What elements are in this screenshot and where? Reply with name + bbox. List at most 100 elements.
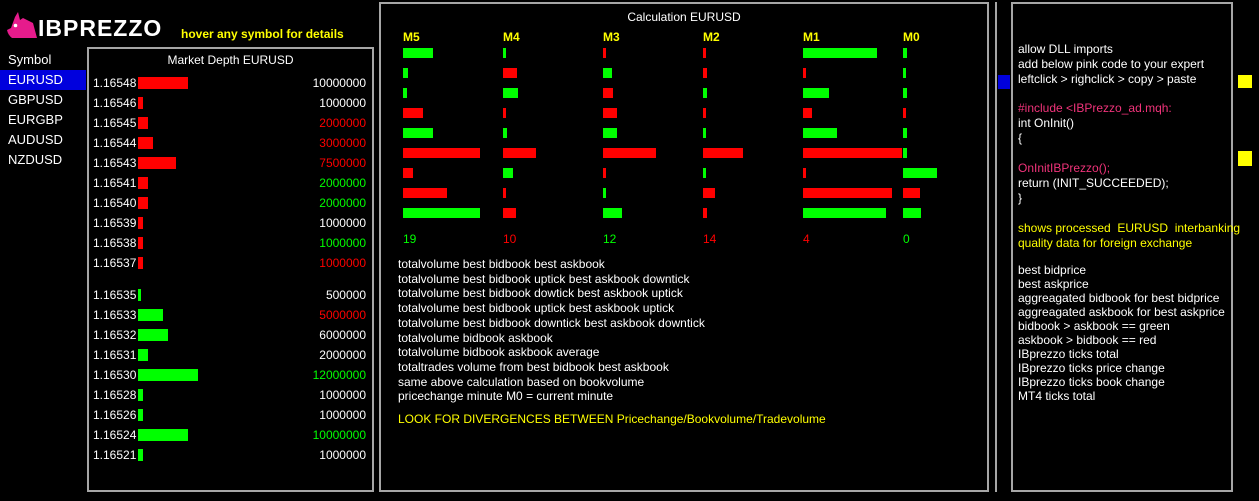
depth-volume-value: 10000000 [312,428,366,442]
legend-line: best bidprice [1018,263,1087,277]
calc-bar [503,48,506,58]
depth-volume-bar [138,117,148,129]
depth-volume-bar [138,309,163,321]
note-line: shows processed EURUSD interbanking [1018,221,1241,235]
depth-price: 1.16526 [93,408,137,422]
depth-volume-bar [138,257,143,269]
note-block: shows processed EURUSD interbanking quali… [1018,221,1241,251]
calc-row-label: totaltrades volume from best bidbook bes… [398,359,669,374]
depth-price: 1.16539 [93,216,137,230]
depth-volume-bar [138,137,153,149]
depth-row: 1.16541 2000000 [89,173,372,193]
calc-column-label: M5 [403,30,420,44]
note-line: quality data for foreign exchange [1018,236,1193,250]
calc-column-total: 19 [403,232,417,246]
calc-bar [803,188,892,198]
calc-bar [703,148,743,158]
depth-row: 1.16535 500000 [89,285,372,305]
depth-volume-value: 1000000 [319,448,366,462]
calc-bar [703,48,706,58]
sidebar-item-eurgbp[interactable]: EURGBP [8,112,63,127]
depth-price: 1.16541 [93,176,137,190]
depth-price: 1.16545 [93,116,137,130]
calc-bar [403,68,408,78]
calc-bar [603,88,613,98]
code-line[interactable]: #include <IBPrezzo_ad.mqh: [1018,101,1172,115]
calc-column-total: 0 [903,232,910,246]
depth-row: 1.16532 6000000 [89,325,372,345]
depth-volume-value: 1000000 [319,256,366,270]
blue-marker-square[interactable] [998,75,1010,89]
instruction-line: allow DLL imports [1018,42,1113,56]
depth-volume-value: 2000000 [319,116,366,130]
calc-bar [703,208,707,218]
calc-bar [403,188,447,198]
legend-line: IBprezzo ticks price change [1018,361,1165,375]
sidebar-item-eurusd[interactable]: EURUSD [0,70,86,90]
depth-price: 1.16548 [93,76,137,90]
calc-bar [803,128,837,138]
depth-price: 1.16544 [93,136,137,150]
divergence-note: LOOK FOR DIVERGENCES BETWEEN Pricechange… [398,412,826,426]
legend-block: best bidprice best askprice aggreagated bi… [1018,263,1229,403]
calc-bar [403,128,433,138]
sidebar-item-gbpusd[interactable]: GBPUSD [8,92,63,107]
calc-bar [503,188,506,198]
depth-price: 1.16538 [93,236,137,250]
code-line[interactable]: OnInitIBPrezzo(); [1018,161,1111,175]
depth-volume-value: 6000000 [319,328,366,342]
calc-row-label: totalvolume best bidbook dowtick best as… [398,286,683,301]
calc-bar [903,128,907,138]
calc-bar [803,148,902,158]
calc-bar [803,88,829,98]
calc-column-label: M0 [903,30,920,44]
depth-volume-value: 5000000 [319,308,366,322]
depth-row: 1.16544 3000000 [89,133,372,153]
calc-row-label: totalvolume best bidbook uptick best ask… [398,271,690,286]
yellow-marker-square-top[interactable] [1238,75,1252,88]
calc-bar [603,108,617,118]
depth-volume-value: 500000 [325,288,366,302]
instructions-text: allow DLL imports add below pink code to … [1018,42,1241,403]
calc-bar [903,148,907,158]
depth-price: 1.16531 [93,348,137,362]
calc-bar [903,208,921,218]
depth-volume-value: 10000000 [312,76,366,90]
depth-volume-value: 1000000 [319,236,366,250]
calc-row-label: same above calculation based on bookvolu… [398,374,645,389]
depth-price: 1.16528 [93,388,137,402]
market-depth-title: Market Depth EURUSD [167,53,294,67]
calc-bar [803,108,812,118]
code-line [1018,146,1229,161]
calc-column-label: M1 [803,30,820,44]
depth-volume-bar [138,429,188,441]
depth-price: 1.16524 [93,428,137,442]
depth-row: 1.16537 1000000 [89,253,372,273]
calc-bar [803,208,886,218]
depth-volume-bar [138,197,148,209]
calc-bar [803,68,806,78]
depth-volume-value: 12000000 [312,368,366,382]
calc-row-label: totalvolume best bidbook downtick best a… [398,315,705,330]
depth-volume-value: 7500000 [319,156,366,170]
depth-volume-value: 1000000 [319,216,366,230]
depth-volume-value: 2000000 [319,176,366,190]
depth-price: 1.16521 [93,448,137,462]
depth-price: 1.16535 [93,288,137,302]
calc-row-label: pricechange minute M0 = current minute [398,389,614,404]
calc-bar [803,168,806,178]
legend-line: aggreagated bidbook for best bidprice [1018,291,1220,305]
depth-volume-bar [138,409,143,421]
calc-bar [503,168,513,178]
calc-row-labels: totalvolume best bidbook best askbook tot… [398,257,705,404]
yellow-marker-square-bottom[interactable] [1238,151,1252,166]
depth-row: 1.16540 2000000 [89,193,372,213]
legend-line: aggreagated askbook for best askprice [1018,305,1225,319]
depth-price: 1.16543 [93,156,137,170]
calc-bar [403,108,423,118]
sidebar-item-nzdusd[interactable]: NZDUSD [8,152,63,167]
calc-bar [903,48,907,58]
hover-hint: hover any symbol for details [181,27,344,41]
sidebar-item-audusd[interactable]: AUDUSD [8,132,63,147]
calc-row-label: totalvolume bidbook askbook average [398,345,600,360]
